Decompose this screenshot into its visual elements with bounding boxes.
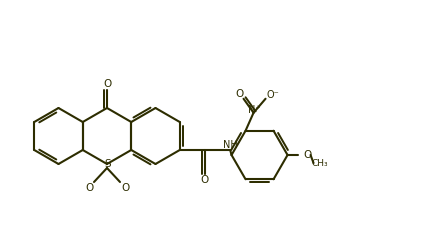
Text: CH₃: CH₃ [311,158,328,167]
Text: O: O [121,183,129,193]
Text: O: O [303,150,312,160]
Text: O: O [85,183,93,193]
Text: O⁻: O⁻ [266,90,279,100]
Text: S: S [105,159,111,169]
Text: O: O [201,175,209,185]
Text: NH: NH [223,140,238,150]
Text: O: O [103,79,111,89]
Text: N⁺: N⁺ [248,105,261,115]
Text: O: O [236,89,244,99]
